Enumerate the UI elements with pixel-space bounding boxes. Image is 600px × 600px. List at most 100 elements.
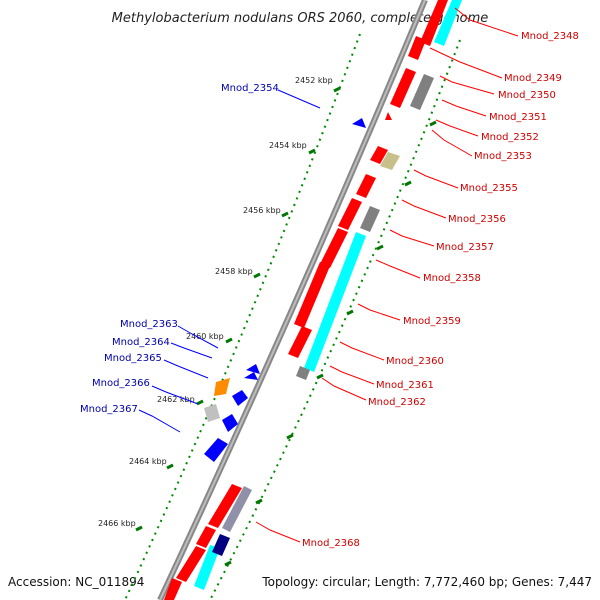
genome-backbone	[157, 0, 428, 600]
leader-line	[321, 377, 367, 401]
tick-label: 2452 kbp	[295, 76, 333, 85]
gene-mnod-2351[interactable]	[410, 74, 434, 110]
leader-line	[401, 199, 447, 219]
genome-backbone-highlight	[159, 0, 426, 600]
gene-mnod-2362[interactable]	[296, 366, 310, 380]
gene-mnod-2352[interactable]	[385, 112, 392, 120]
gene-mnod-2368[interactable]	[208, 484, 242, 528]
tick-mark	[224, 560, 232, 567]
gc-skew-track	[209, 39, 461, 600]
tick-mark	[253, 272, 261, 279]
tick-label: 2460 kbp	[186, 332, 224, 341]
label-mnod-2361[interactable]: Mnod_2361	[376, 380, 434, 391]
leader-line	[389, 229, 435, 247]
tick-mark	[281, 211, 289, 218]
leader-line	[177, 325, 219, 349]
leader-line	[439, 75, 495, 95]
label-mnod-2352[interactable]: Mnod_2352	[481, 132, 539, 143]
gene-reverse[interactable]	[204, 438, 228, 462]
reverse-labels: Mnod_2354 Mnod_2363 Mnod_2364 Mnod_2365 …	[80, 83, 321, 433]
label-mnod-2359[interactable]: Mnod_2359	[403, 316, 461, 327]
gene-mnod-2366[interactable]	[214, 378, 230, 396]
leader-line	[431, 129, 473, 157]
rna-feature[interactable]	[304, 232, 366, 372]
label-mnod-2356[interactable]: Mnod_2356	[448, 214, 506, 225]
rna-feature[interactable]	[434, 0, 462, 46]
leader-line	[163, 359, 209, 379]
rna-feature[interactable]	[194, 545, 220, 590]
leader-line	[339, 341, 385, 361]
gene-mnod-2359[interactable]	[288, 326, 312, 358]
tick-mark	[255, 498, 263, 505]
reverse-genes	[204, 118, 366, 462]
label-mnod-2357[interactable]: Mnod_2357	[436, 242, 494, 253]
label-mnod-2365[interactable]: Mnod_2365	[104, 353, 162, 364]
tick-mark	[135, 525, 143, 532]
gene-navy[interactable]	[212, 534, 230, 556]
gene-mnod-2358[interactable]	[294, 262, 330, 328]
label-mnod-2362[interactable]: Mnod_2362	[368, 397, 426, 408]
label-mnod-2367[interactable]: Mnod_2367	[80, 404, 138, 415]
map-title: Methylobacterium nodulans ORS 2060, comp…	[112, 11, 489, 26]
tick-mark	[333, 86, 341, 93]
label-mnod-2348[interactable]: Mnod_2348	[521, 31, 579, 42]
gene-mnod-2363[interactable]	[246, 364, 260, 374]
tick-label: 2462 kbp	[157, 395, 195, 404]
tick-mark	[286, 433, 294, 440]
gene-forward[interactable]	[176, 546, 206, 582]
tick-label: 2458 kbp	[215, 267, 253, 276]
label-mnod-2350[interactable]: Mnod_2350	[498, 90, 556, 101]
tick-label: 2454 kbp	[269, 141, 307, 150]
label-mnod-2355[interactable]: Mnod_2355	[460, 183, 518, 194]
gene-light-gray[interactable]	[204, 404, 220, 422]
gene-mnod-2357[interactable]	[320, 228, 348, 268]
gene-mnod-2355[interactable]	[356, 174, 376, 198]
leader-line	[151, 385, 199, 405]
leader-line	[413, 169, 459, 189]
outer-ticks	[224, 120, 437, 567]
gene-gray[interactable]	[360, 206, 380, 232]
label-mnod-2364[interactable]: Mnod_2364	[112, 337, 170, 348]
label-mnod-2358[interactable]: Mnod_2358	[423, 273, 481, 284]
label-mnod-2349[interactable]: Mnod_2349	[504, 73, 562, 84]
tick-mark	[308, 148, 316, 155]
leader-line	[277, 89, 321, 109]
tick-mark	[166, 463, 174, 470]
accession-text: Accession: NC_011894	[8, 575, 144, 589]
gene-mnod-2356[interactable]	[338, 198, 362, 230]
gene-mnod-2354[interactable]	[352, 118, 366, 128]
label-mnod-2354[interactable]: Mnod_2354	[221, 83, 279, 94]
gene-mnod-2349[interactable]	[408, 36, 426, 60]
label-mnod-2360[interactable]: Mnod_2360	[386, 356, 444, 367]
forward-genes	[164, 0, 448, 600]
gene-gray-purple[interactable]	[222, 486, 252, 532]
tick-label: 2456 kbp	[243, 206, 281, 215]
tick-mark	[376, 244, 384, 251]
tick-label: 2464 kbp	[129, 457, 167, 466]
leader-line	[435, 119, 479, 137]
gene-mnod-2367[interactable]	[222, 414, 238, 432]
tick-mark	[346, 309, 354, 316]
label-mnod-2353[interactable]: Mnod_2353	[474, 151, 532, 162]
label-mnod-2351[interactable]: Mnod_2351	[489, 112, 547, 123]
forward-labels: Mnod_2348 Mnod_2349 Mnod_2350 Mnod_2351 …	[255, 7, 579, 549]
gene-mnod-2353[interactable]	[370, 146, 388, 164]
gene-mnod-2354-feature[interactable]	[380, 152, 400, 170]
gene-mnod-2350[interactable]	[390, 68, 416, 108]
label-mnod-2368[interactable]: Mnod_2368	[302, 538, 360, 549]
label-mnod-2363[interactable]: Mnod_2363	[120, 319, 178, 330]
gene-mnod-2365[interactable]	[232, 390, 248, 406]
label-mnod-2366[interactable]: Mnod_2366	[92, 378, 150, 389]
leader-line	[454, 7, 519, 37]
leader-line	[255, 521, 301, 543]
gene-mnod-2364[interactable]	[244, 372, 258, 380]
gene-forward[interactable]	[196, 526, 216, 548]
leader-line	[441, 99, 487, 117]
tick-mark	[429, 120, 437, 127]
gene-mnod-2348[interactable]	[420, 0, 448, 46]
summary-text: Topology: circular; Length: 7,772,460 bp…	[261, 575, 592, 589]
tick-mark	[404, 180, 412, 187]
gene-forward[interactable]	[164, 578, 182, 600]
leader-line	[138, 409, 181, 433]
